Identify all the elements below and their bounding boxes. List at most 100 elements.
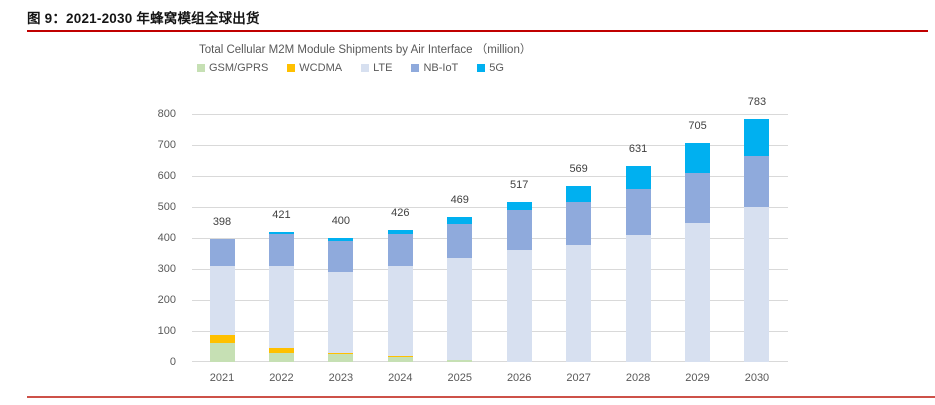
y-tick-label: 400 <box>157 232 176 244</box>
total-label: 517 <box>510 178 529 191</box>
legend-swatch-icon <box>477 64 486 72</box>
chart-title: Total Cellular M2M Module Shipments by A… <box>199 44 532 56</box>
x-axis-label: 2028 <box>625 372 651 384</box>
bar-2026 <box>506 114 532 362</box>
y-tick-label: 200 <box>157 294 176 306</box>
bar-segment-nb-iot <box>328 241 354 273</box>
bottom-divider <box>27 396 935 398</box>
bar-segment-nb-iot <box>566 202 592 246</box>
bar-segment-5g <box>744 119 770 157</box>
bar-segment-nb-iot <box>209 238 235 266</box>
bar-2024 <box>387 114 413 362</box>
legend-label: WCDMA <box>299 62 343 74</box>
bar-segment-5g <box>685 143 711 173</box>
x-axis-label: 2025 <box>447 372 472 384</box>
bar-segment-5g <box>328 238 354 242</box>
bar-segment-lte <box>685 222 711 362</box>
gridline <box>192 114 788 115</box>
y-tick-label: 700 <box>157 139 176 151</box>
gridline <box>192 300 788 301</box>
legend-item-lte: LTE <box>361 62 392 74</box>
total-label: 421 <box>272 208 291 221</box>
bar-segment-nb-iot <box>625 189 651 235</box>
bar-segment-gsm-gprs <box>209 343 235 362</box>
bar-2023 <box>328 114 354 362</box>
x-axis-label: 2029 <box>685 372 710 384</box>
legend-label: 5G <box>489 62 504 74</box>
bar-2028 <box>625 114 651 362</box>
gridline <box>192 269 788 270</box>
bar-segment-lte <box>387 265 413 356</box>
legend-swatch-icon <box>411 64 420 72</box>
x-axis-label: 2022 <box>269 372 294 384</box>
bar-segment-nb-iot <box>447 224 473 259</box>
bar-2027 <box>566 114 592 362</box>
total-label: 469 <box>450 193 469 206</box>
bar-segment-lte <box>447 258 473 361</box>
bar-segment-gsm-gprs <box>387 357 413 362</box>
total-label: 400 <box>331 215 351 227</box>
bar-segment-5g <box>387 229 413 235</box>
bar-2030 <box>744 114 770 362</box>
bar-segment-nb-iot <box>268 233 294 266</box>
legend-swatch-icon <box>361 64 370 72</box>
bar-segment-wcdma <box>387 355 413 358</box>
y-tick-label: 500 <box>157 201 176 213</box>
total-label: 569 <box>569 162 588 175</box>
x-axis-label: 2030 <box>744 372 770 384</box>
y-axis-labels: 0 100 200 300 400 500 600 700 800 <box>142 108 184 368</box>
plot-area: 398 2021 421 2022 400 2023 426 2024 469 2025 517 20… <box>192 96 788 384</box>
bar-segment-5g <box>268 231 294 234</box>
x-axis-label: 2027 <box>566 372 591 384</box>
bar-segment-5g <box>506 201 532 211</box>
legend-label: LTE <box>373 62 393 74</box>
gridline <box>192 145 788 146</box>
bar-segment-nb-iot <box>387 234 413 266</box>
legend-swatch-icon <box>287 64 296 72</box>
bar-segment-lte <box>566 245 592 362</box>
x-axis-label: 2023 <box>328 372 354 384</box>
bar-segment-5g <box>447 216 473 225</box>
bar-segment-nb-iot <box>744 156 770 207</box>
legend-label: NB-IoT <box>423 62 459 74</box>
total-label: 631 <box>628 143 648 156</box>
bar-segment-lte <box>506 250 532 362</box>
total-label: 426 <box>391 206 410 219</box>
y-tick-label: 300 <box>157 263 176 275</box>
legend-swatch-icon <box>197 64 205 72</box>
legend-item-gsm-gprs: GSM/GPRS <box>197 62 268 74</box>
gridline <box>192 207 788 208</box>
total-label: 398 <box>212 215 232 228</box>
bar-segment-lte <box>209 265 235 335</box>
bar-segment-nb-iot <box>506 210 532 251</box>
chart-legend: GSM/GPRS WCDMA LTE NB-IoT 5G <box>197 62 504 74</box>
bar-segment-5g <box>625 166 651 190</box>
bar-2025 <box>447 114 473 362</box>
gridline <box>192 176 788 177</box>
gridline <box>192 238 788 239</box>
y-tick-label: 800 <box>157 108 176 120</box>
bar-segment-gsm-gprs <box>268 352 294 362</box>
x-axis-label: 2021 <box>209 372 235 384</box>
legend-label: GSM/GPRS <box>209 62 269 74</box>
bar-2022 <box>268 114 294 362</box>
y-tick-label: 0 <box>169 356 176 368</box>
bar-segment-wcdma <box>209 334 235 344</box>
gridline <box>192 361 788 362</box>
figure-caption: 图 9：2021-2030 年蜂窝模组全球出货 <box>27 11 260 26</box>
bar-segment-lte <box>744 207 770 362</box>
total-label: 783 <box>747 96 767 109</box>
x-axis-label: 2026 <box>506 372 532 384</box>
gridline <box>192 331 788 332</box>
legend-item-nb-iot: NB-IoT <box>411 62 458 74</box>
y-tick-label: 100 <box>157 325 176 337</box>
x-axis-label: 2024 <box>388 372 413 384</box>
bar-segment-wcdma <box>268 348 294 353</box>
bar-segment-5g <box>566 185 592 203</box>
total-label: 705 <box>688 120 707 133</box>
legend-item-5g: 5G <box>477 62 504 74</box>
top-divider <box>27 30 928 32</box>
y-tick-label: 600 <box>157 170 176 182</box>
legend-item-wcdma: WCDMA <box>287 62 342 74</box>
bar-segment-wcdma <box>328 352 354 354</box>
